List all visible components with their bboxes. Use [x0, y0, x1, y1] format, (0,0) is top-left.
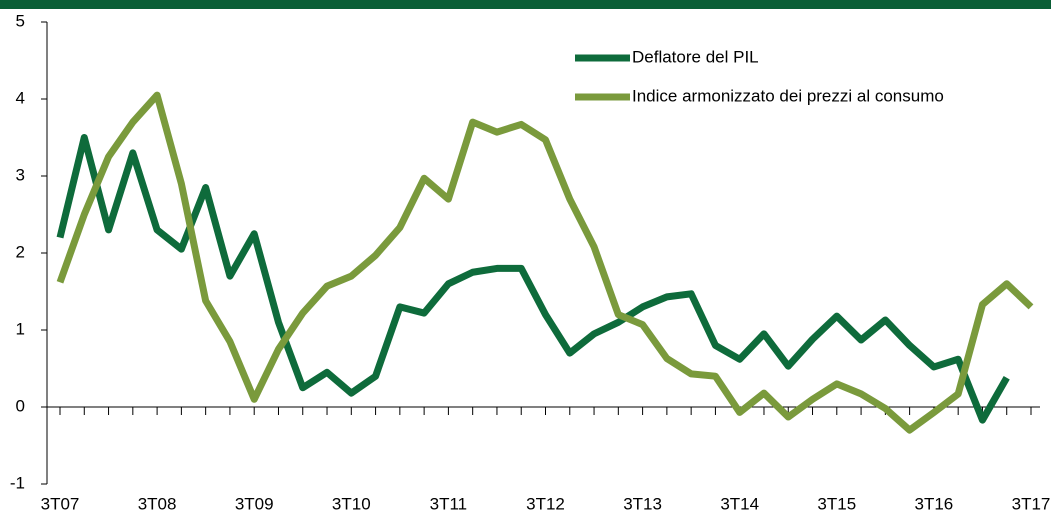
- x-tick-label: 3T16: [915, 494, 954, 513]
- y-tick-label: 3: [16, 165, 25, 184]
- x-tick-label: 3T12: [526, 494, 565, 513]
- y-tick-label: -1: [10, 473, 25, 492]
- x-tick-label: 3T10: [332, 494, 371, 513]
- series-line: [56, 91, 1034, 434]
- x-tick-label: 3T11: [430, 494, 468, 513]
- legend-label: Deflatore del PIL: [632, 47, 759, 66]
- header-bar: [0, 0, 1051, 9]
- x-tick-label: 3T09: [235, 494, 274, 513]
- series-line: [56, 134, 1010, 424]
- x-tick-label: 3T13: [623, 494, 662, 513]
- x-tick-label: 3T17: [1012, 494, 1051, 513]
- x-tick-label: 3T14: [720, 494, 759, 513]
- x-tick-label: 3T15: [817, 494, 856, 513]
- y-tick-label: 5: [16, 11, 25, 30]
- y-tick-label: 4: [16, 88, 25, 107]
- y-tick-label: 1: [16, 319, 25, 338]
- y-tick-label: 2: [16, 242, 25, 261]
- x-tick-label: 3T08: [138, 494, 177, 513]
- y-tick-label: 0: [16, 396, 25, 415]
- legend-label: Indice armonizzato dei prezzi al consumo: [632, 86, 944, 105]
- x-tick-label: 3T07: [41, 494, 80, 513]
